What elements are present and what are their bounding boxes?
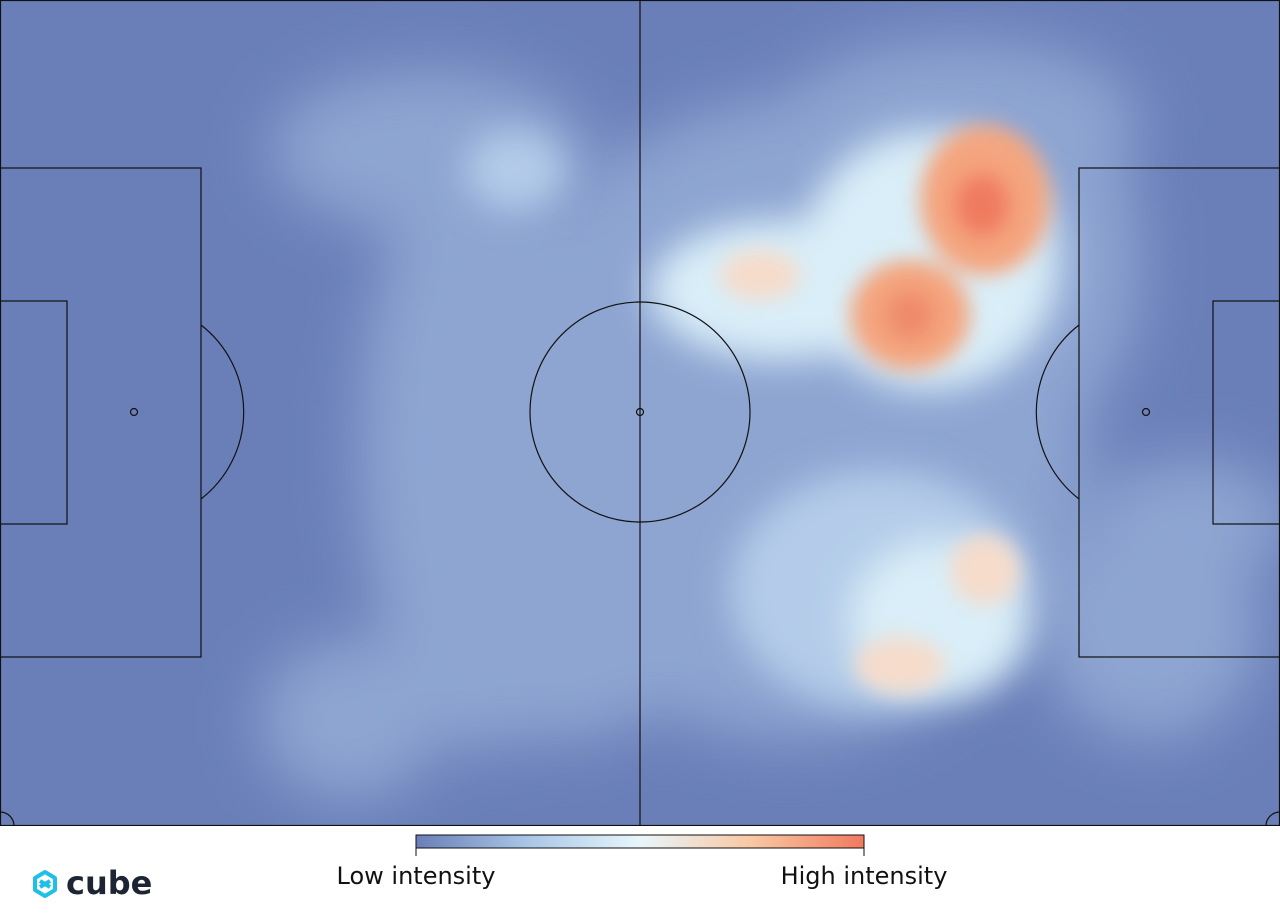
high-label: High intensity <box>781 862 948 890</box>
low-label: Low intensity <box>337 862 496 890</box>
density-high <box>720 125 1050 693</box>
logo-icon <box>33 870 57 898</box>
colorbar <box>415 834 865 849</box>
pitch <box>0 0 1280 826</box>
logo: cube <box>33 864 152 902</box>
logo-text: cube <box>66 864 152 902</box>
pitch-lines <box>0 0 1280 826</box>
